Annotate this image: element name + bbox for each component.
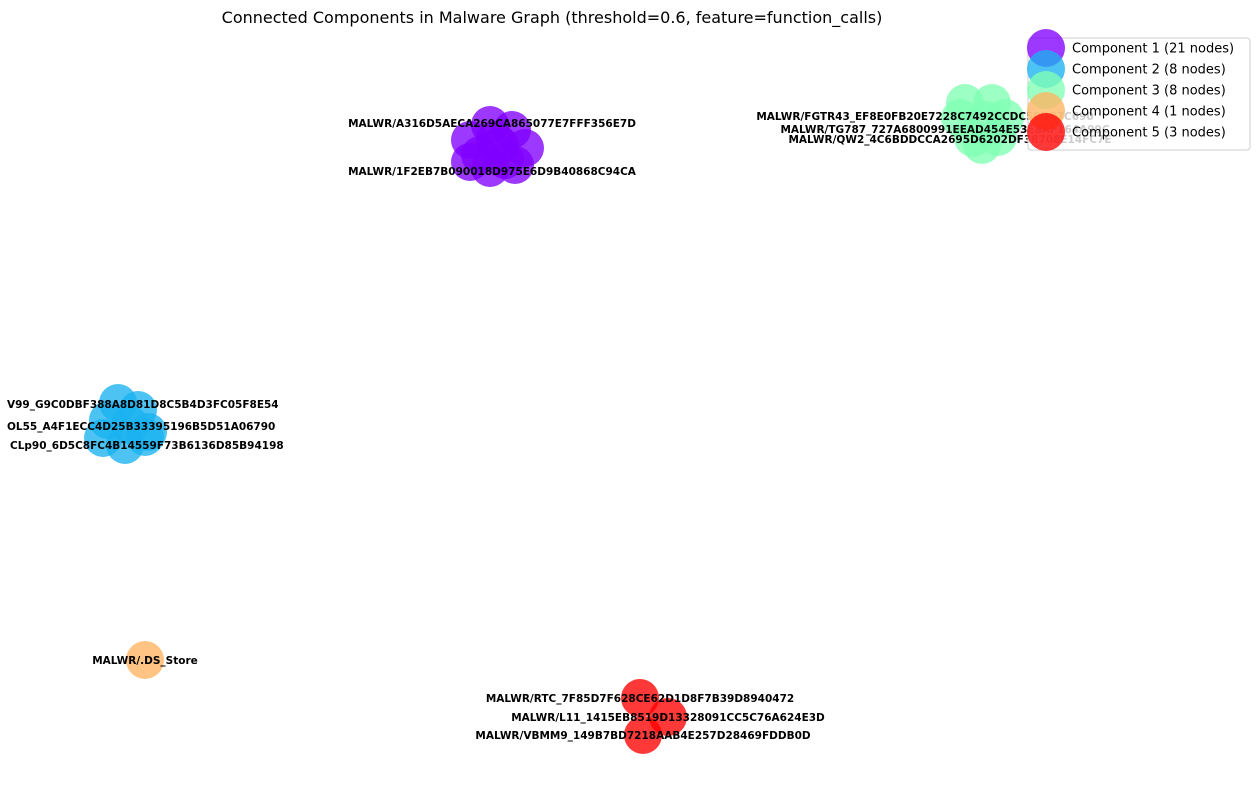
legend-label-component-2: Component 2 (8 nodes) bbox=[1072, 63, 1226, 78]
legend-marker-component-5 bbox=[1027, 113, 1065, 151]
component-1-node-label: MALWR/A316D5AECA269CA865077E7FFF356E7D bbox=[348, 118, 636, 130]
legend: Component 1 (21 nodes) Component 2 (8 nod… bbox=[1027, 29, 1251, 151]
component-3-node bbox=[963, 126, 1001, 164]
component-4-node bbox=[126, 641, 164, 679]
component-2-node bbox=[126, 418, 164, 456]
component-2-node-label: V99_G9C0DBF388A8D81D8C5B4D3FC05F8E54 bbox=[7, 399, 279, 411]
legend-label-component-5: Component 5 (3 nodes) bbox=[1072, 126, 1226, 141]
legend-label-component-1: Component 1 (21 nodes) bbox=[1072, 42, 1234, 57]
component-3-node-label: MALWR/FGTR43_EF8E0FB20E7228C7492CCDC59D8… bbox=[756, 111, 1093, 123]
component-1-node bbox=[451, 143, 489, 181]
component-1-node-label: MALWR/1F2EB7B090018D975E6D9B40868C94CA bbox=[348, 166, 637, 178]
graph-title: Connected Components in Malware Graph (t… bbox=[222, 8, 883, 28]
component-1-node bbox=[476, 121, 514, 159]
legend-label-component-4: Component 4 (1 nodes) bbox=[1072, 105, 1226, 120]
legend-label-component-3: Component 3 (8 nodes) bbox=[1072, 84, 1226, 99]
component-5-node bbox=[624, 716, 662, 754]
component-5-node bbox=[621, 679, 659, 717]
component-4-node-label: MALWR/.DS_Store bbox=[92, 655, 198, 667]
component-5-node-label: MALWR/VBMM9_149B7BD7218AAB4E257D28469FDD… bbox=[475, 730, 811, 742]
graph-labels: MALWR/A316D5AECA269CA865077E7FFF356E7D MA… bbox=[7, 111, 1112, 742]
component-2-node-label: CLp90_6D5C8FC4B14559F73B6136D85B94198 bbox=[10, 440, 284, 452]
graph-nodes bbox=[84, 84, 1024, 754]
component-5-node-label: MALWR/RTC_7F85D7F628CE62D1D8F7B39D894047… bbox=[486, 693, 794, 705]
component-5-node-label: MALWR/L11_1415EB8519D13328091CC5C76A624E… bbox=[511, 712, 825, 724]
component-2-node-label: OL55_A4F1ECC4D25B33395196B5D51A06790 bbox=[7, 421, 275, 433]
